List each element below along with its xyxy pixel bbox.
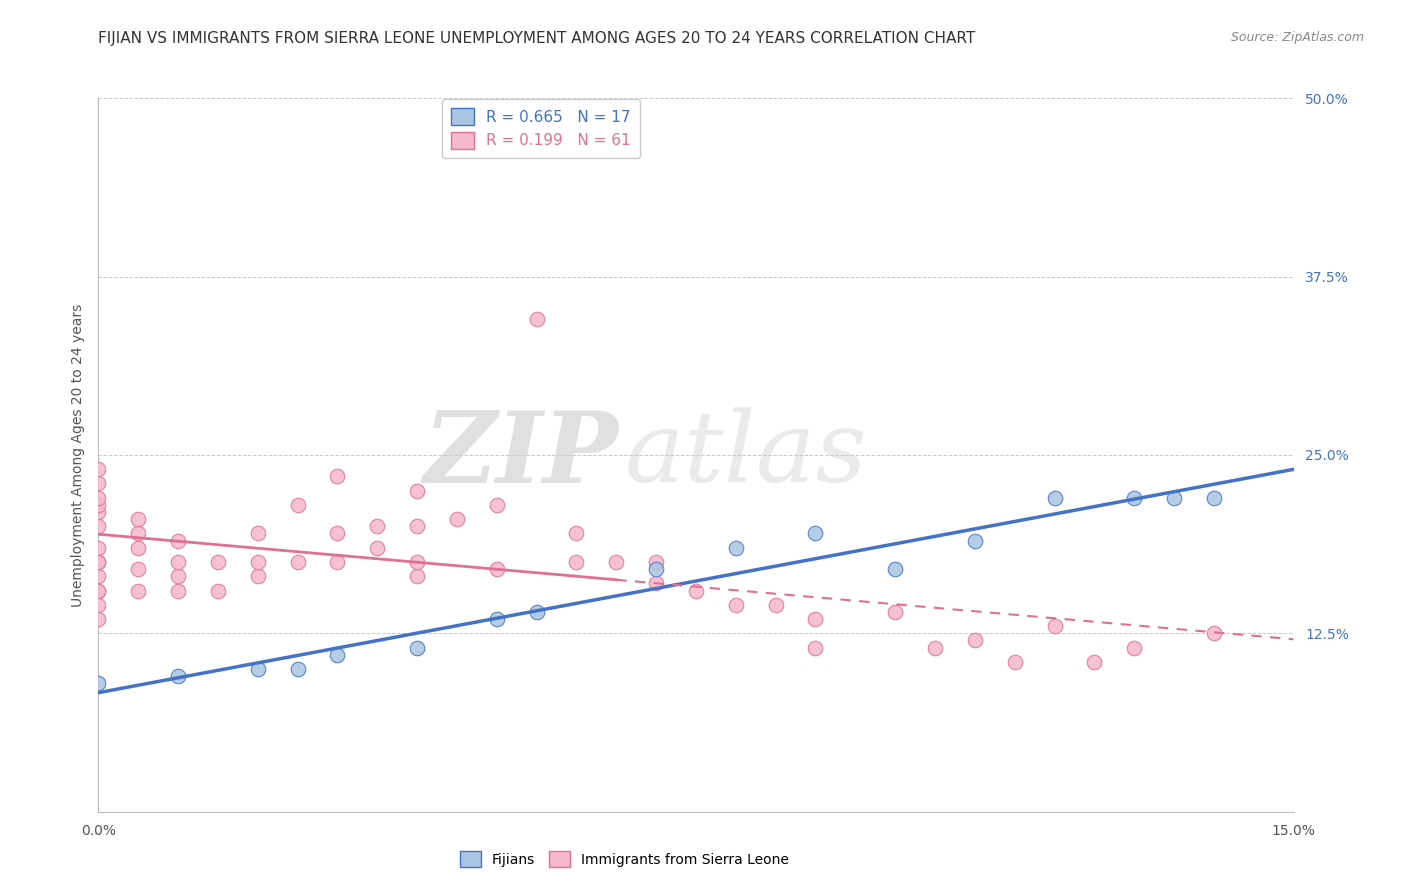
Point [406,640,429,655]
Point [326,469,349,483]
Point [485,562,508,576]
Point [366,519,388,533]
Point [87,676,110,690]
Point [526,605,548,619]
Point [167,569,190,583]
Point [1043,491,1066,505]
Point [884,562,907,576]
Point [326,555,349,569]
Text: ZIP: ZIP [423,407,619,503]
Point [446,512,468,526]
Point [167,555,190,569]
Point [645,555,668,569]
Point [87,598,110,612]
Point [685,583,707,598]
Point [87,583,110,598]
Point [127,583,149,598]
Point [406,519,429,533]
Point [87,505,110,519]
Point [366,541,388,555]
Point [1004,655,1026,669]
Point [963,533,986,548]
Point [565,526,588,541]
Point [804,640,827,655]
Point [246,569,269,583]
Point [207,583,229,598]
Point [565,555,588,569]
Point [246,662,269,676]
Point [804,526,827,541]
Point [485,612,508,626]
Point [645,562,668,576]
Point [127,512,149,526]
Point [246,526,269,541]
Point [207,555,229,569]
Point [87,462,110,476]
Text: atlas: atlas [624,408,868,502]
Point [724,541,747,555]
Point [804,612,827,626]
Point [167,583,190,598]
Point [287,555,309,569]
Point [127,541,149,555]
Point [127,562,149,576]
Point [1083,655,1105,669]
Point [1123,491,1146,505]
Point [87,583,110,598]
Point [87,569,110,583]
Point [406,569,429,583]
Point [526,312,548,326]
Point [884,605,907,619]
Point [87,491,110,505]
Text: Source: ZipAtlas.com: Source: ZipAtlas.com [1230,31,1364,45]
Point [963,633,986,648]
Point [605,555,627,569]
Point [167,533,190,548]
Point [87,519,110,533]
Point [87,612,110,626]
Point [485,498,508,512]
Point [87,555,110,569]
Point [765,598,787,612]
Point [87,498,110,512]
Legend: Fijians, Immigrants from Sierra Leone: Fijians, Immigrants from Sierra Leone [454,846,794,872]
Point [87,476,110,491]
Point [326,526,349,541]
Point [406,555,429,569]
Point [1202,626,1225,640]
Point [1123,640,1146,655]
Point [246,555,269,569]
Point [924,640,946,655]
Point [645,576,668,591]
Point [87,555,110,569]
Point [326,648,349,662]
Point [287,498,309,512]
Point [406,483,429,498]
Point [87,541,110,555]
Y-axis label: Unemployment Among Ages 20 to 24 years: Unemployment Among Ages 20 to 24 years [70,303,84,607]
Point [287,662,309,676]
Text: FIJIAN VS IMMIGRANTS FROM SIERRA LEONE UNEMPLOYMENT AMONG AGES 20 TO 24 YEARS CO: FIJIAN VS IMMIGRANTS FROM SIERRA LEONE U… [98,31,976,46]
Point [1202,491,1225,505]
Point [167,669,190,683]
Point [724,598,747,612]
Point [1043,619,1066,633]
Point [1163,491,1185,505]
Point [127,526,149,541]
